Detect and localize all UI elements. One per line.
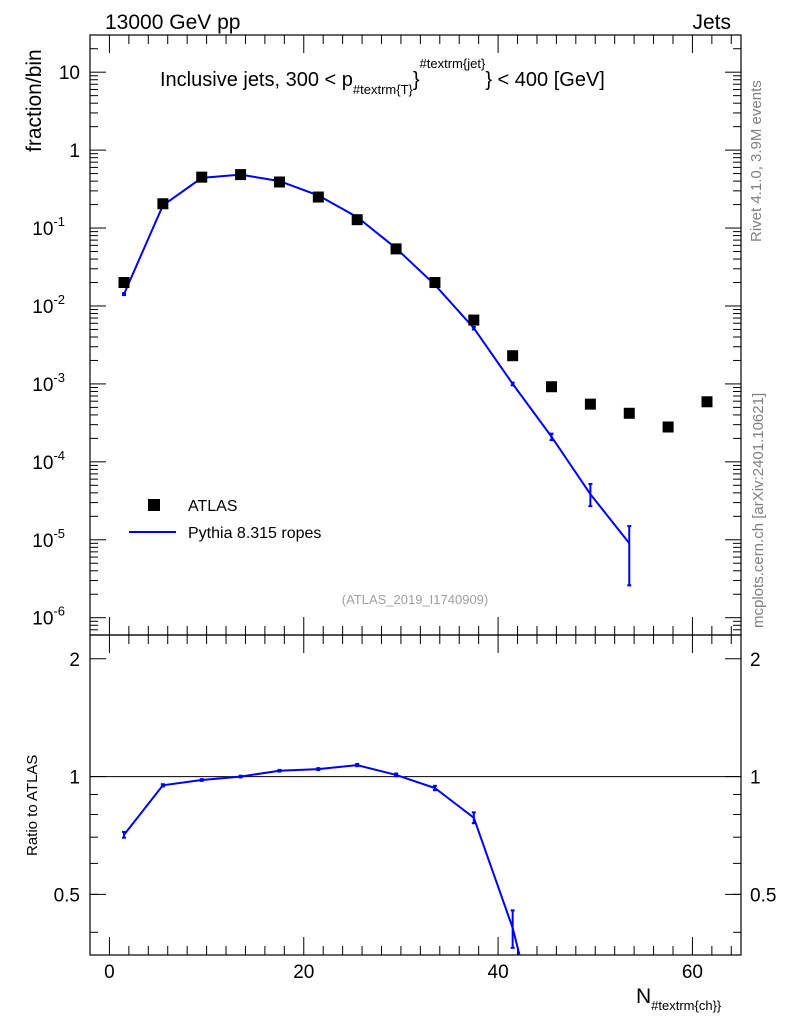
mcplots-label: mcplots.cern.ch [arXiv:2401.10621] — [750, 393, 767, 628]
y-tick-label: 10-1 — [32, 214, 65, 240]
y-tick-label: 10-6 — [32, 604, 65, 630]
plot-title-superscript: #textrm{jet} — [420, 56, 486, 71]
atlas-data-point — [507, 350, 519, 362]
atlas-data-point — [623, 407, 635, 419]
pythia-curve — [123, 173, 631, 544]
atlas-data-point — [273, 176, 285, 188]
x-tick-label: 20 — [293, 962, 314, 983]
legend-atlas-label: ATLAS — [188, 498, 238, 515]
x-tick-labels: 0 20 40 60 — [104, 962, 703, 983]
legend-atlas-marker — [148, 499, 160, 511]
main-plot-data — [118, 169, 713, 587]
x-tick-label: 0 — [104, 962, 115, 983]
x-tick-label: 40 — [488, 962, 509, 983]
ratio-curve — [123, 764, 521, 955]
atlas-data-point — [584, 398, 596, 410]
ratio-y-tick-label-right: 2 — [750, 650, 761, 671]
plot-title-main: Inclusive jets, 300 < p — [160, 69, 353, 91]
atlas-data-point — [390, 243, 402, 255]
ratio-y-tick-label-left: 0.5 — [54, 885, 80, 906]
legend: ATLAS Pythia 8.315 ropes — [129, 498, 321, 542]
x-axis-label-main: N — [636, 985, 651, 1008]
x-axis-label-subscript: #textrm{ch}} — [651, 998, 722, 1013]
atlas-data-point — [662, 421, 674, 433]
atlas-data-point — [312, 191, 324, 203]
y-tick-label: 1 — [69, 141, 80, 162]
atlas-data-point — [118, 277, 130, 289]
atlas-data-point — [351, 214, 363, 226]
ratio-y-tick-label-right: 1 — [750, 768, 761, 789]
y-tick-label: 10-2 — [32, 292, 65, 318]
atlas-data-point — [546, 381, 558, 393]
ratio-axis-ticks — [90, 635, 741, 955]
x-tick-label: 60 — [682, 962, 703, 983]
ratio-y-axis-label: Ratio to ATLAS — [24, 755, 41, 856]
plot-title-tail: } < 400 [GeV] — [485, 69, 605, 91]
legend-pythia-label: Pythia 8.315 ropes — [188, 525, 321, 542]
atlas-data-point — [157, 198, 169, 210]
main-axis-ticks — [90, 34, 741, 636]
atlas-data-point — [468, 314, 480, 326]
energy-label: 13000 GeV pp — [105, 11, 240, 34]
main-y-axis-label: fraction/bin — [23, 49, 46, 152]
process-label: Jets — [692, 11, 731, 34]
plot-title: Inclusive jets, 300 < p#textrm{T}}#textr… — [160, 56, 605, 97]
atlas-data-point — [196, 171, 208, 183]
ratio-y-tick-labels: 0.5 0.5 1 1 2 2 — [54, 650, 777, 907]
y-tick-label: 10-3 — [32, 370, 65, 396]
atlas-data-point — [235, 169, 247, 181]
ratio-plot-frame — [89, 634, 742, 956]
x-axis-label: N#textrm{ch}} — [636, 985, 722, 1013]
ratio-y-tick-label-left: 1 — [69, 768, 80, 789]
main-plot-frame — [89, 34, 742, 636]
atlas-data-point — [701, 396, 713, 408]
ratio-y-tick-label-left: 2 — [69, 650, 80, 671]
plot-title-subscript: #textrm{T} — [353, 82, 414, 97]
ratio-y-tick-label-right: 0.5 — [750, 885, 776, 906]
atlas-data-point — [429, 277, 441, 289]
main-y-tick-labels: 10-6 10-5 10-4 10-3 10-2 10-1 1 10 — [32, 63, 80, 630]
y-tick-label: 10-5 — [32, 526, 65, 552]
y-tick-label: 10-4 — [32, 448, 65, 474]
rivet-label: Rivet 4.1.0, 3.9M events — [748, 80, 765, 242]
y-tick-label: 10 — [59, 63, 80, 84]
ratio-plot-data — [122, 762, 521, 955]
analysis-id: (ATLAS_2019_I1740909) — [342, 592, 488, 607]
